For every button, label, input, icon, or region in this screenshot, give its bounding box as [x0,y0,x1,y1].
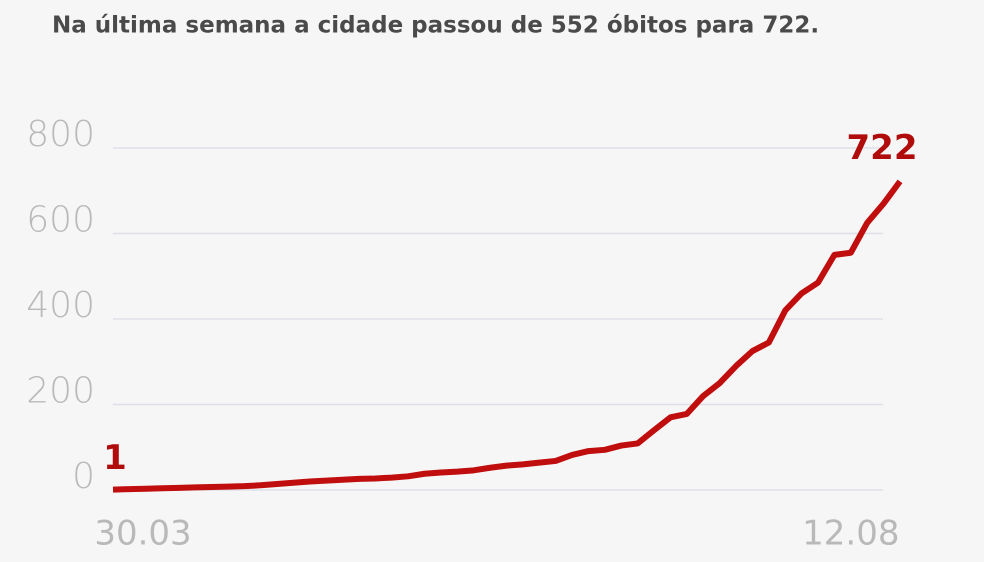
chart-title: Na última semana a cidade passou de 552 … [52,13,819,39]
x-tick-label: 30.03 [94,514,191,554]
y-tick-label: 800 [26,114,95,155]
y-tick-label: 0 [72,456,95,497]
y-tick-label: 600 [26,200,95,241]
y-tick-label: 200 [26,371,95,412]
data-line [112,179,903,493]
x-tick-label: 12.08 [802,514,899,554]
y-tick-label: 400 [26,285,95,326]
data-label: 722 [847,128,918,168]
data-label: 1 [103,438,127,478]
